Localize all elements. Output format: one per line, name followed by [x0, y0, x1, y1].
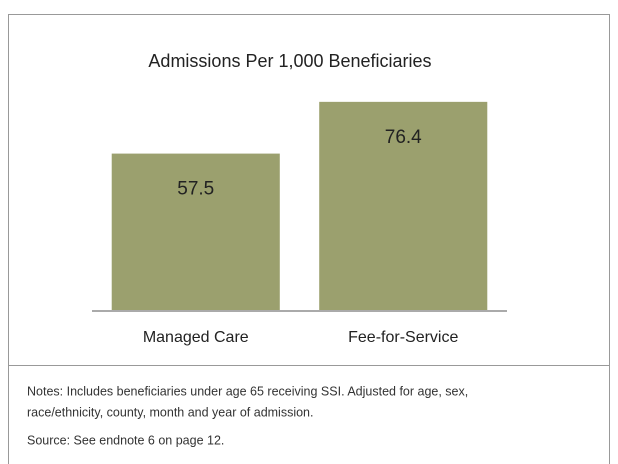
x-tick-label: Managed Care — [143, 329, 249, 346]
x-tick-label: Fee-for-Service — [348, 329, 458, 346]
bar — [111, 153, 280, 311]
note-line: Notes: Includes beneficiaries under age … — [27, 384, 468, 398]
value-label: 57.5 — [177, 179, 214, 200]
source: Source: See endnote 6 on page 12. — [27, 433, 224, 447]
chart-title: Admissions Per 1,000 Beneficiaries — [148, 51, 431, 71]
note-line: race/ethnicity, county, month and year o… — [27, 405, 314, 419]
value-label: 76.4 — [385, 127, 422, 148]
frame — [8, 14, 610, 464]
bar — [319, 101, 488, 311]
